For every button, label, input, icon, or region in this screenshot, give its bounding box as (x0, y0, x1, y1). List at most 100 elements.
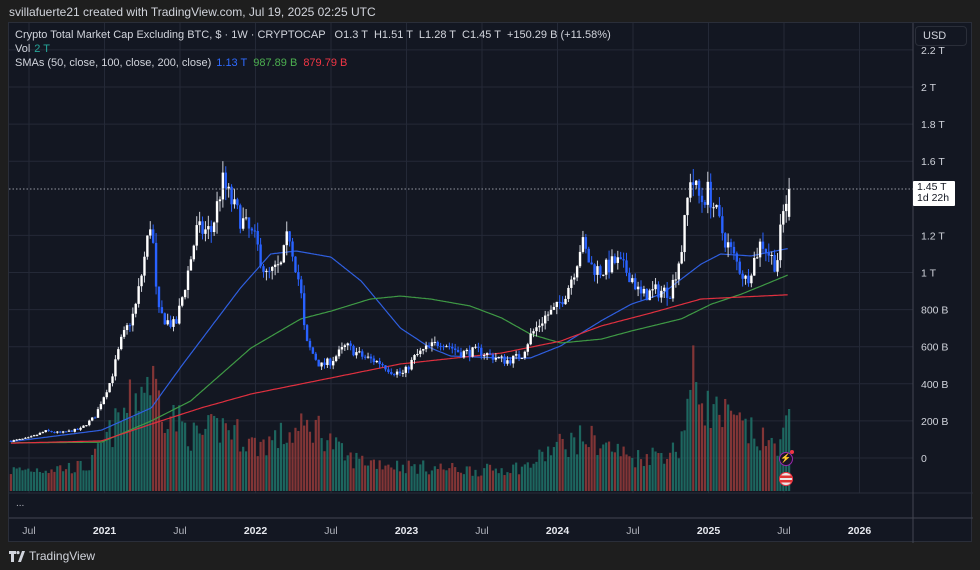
volume-bar (35, 468, 39, 491)
volume-bar (268, 436, 271, 491)
currency-button[interactable]: USD (915, 26, 967, 46)
volume-bar (488, 464, 492, 491)
candle-body (686, 197, 689, 216)
lightning-event-icon[interactable]: ⚡ (779, 452, 793, 466)
candle-body (631, 278, 634, 283)
volume-bar (532, 463, 535, 491)
candle-body (636, 286, 640, 290)
time-tick-label: Jul (22, 525, 35, 537)
candle-body (488, 353, 492, 355)
volume-bar (21, 470, 24, 491)
volume-bar (192, 422, 195, 491)
volume-bar (236, 419, 239, 491)
volume-bar (250, 437, 253, 491)
volume-bar (137, 410, 140, 491)
candle-body (32, 435, 36, 437)
candle-body (233, 199, 236, 205)
volume-bar (503, 475, 506, 491)
ohlc-low: L1.28 T (418, 29, 457, 41)
candle-body (506, 360, 509, 364)
candle-body (436, 341, 439, 347)
candle-body (433, 341, 437, 343)
candle-body (459, 352, 463, 358)
candle-body (709, 181, 712, 208)
volume-bar (758, 450, 762, 491)
candle-body (741, 273, 744, 279)
volume-bar (506, 472, 509, 491)
candle-body (407, 366, 410, 370)
candle-body (755, 257, 759, 259)
candle-body (166, 320, 169, 325)
volume-bar (265, 455, 268, 491)
chart-panel[interactable]: 2.2 T 2 T 1.8 T 1.6 T 1.2 T 1 T 800 B 600 B 400 … (8, 22, 973, 543)
volume-bar (512, 464, 515, 491)
candle-body (160, 307, 164, 314)
volume-bar (56, 466, 59, 491)
candle-body (619, 257, 622, 260)
volume-bar (105, 431, 108, 491)
candle-body (387, 369, 390, 373)
candle-body (578, 251, 582, 267)
candle-body (419, 350, 422, 354)
volume-bar (244, 451, 248, 491)
candle-body (241, 218, 245, 229)
candle-body (610, 256, 614, 273)
volume-bar (73, 472, 76, 491)
candle-body (105, 392, 108, 398)
candle-body (30, 436, 33, 438)
volume-bar (294, 427, 297, 491)
volume-bar (697, 404, 701, 491)
sma-label: SMAs (50, close, 100, close, 200, close) (15, 57, 212, 69)
time-tick-label: Jul (173, 525, 186, 537)
volume-bar (59, 465, 62, 491)
volume-bar (477, 476, 480, 491)
volume-bar (323, 451, 326, 491)
volume-bar (387, 464, 390, 491)
candle-body (361, 351, 364, 357)
candle-body (352, 345, 355, 356)
ohlc-change: +150.29 B (+11.58%) (506, 29, 611, 41)
volume-bar (242, 446, 245, 491)
candle-body (337, 349, 341, 357)
volume-bar (456, 471, 460, 491)
candle-body (718, 204, 721, 217)
candle-body (343, 345, 347, 348)
candle-body (732, 246, 736, 254)
ohlc-high: H1.51 T (373, 29, 413, 41)
volume-bar (407, 460, 410, 491)
more-indicators-button[interactable]: ... (16, 498, 25, 509)
candle-body (584, 237, 588, 249)
volume-bar (108, 420, 111, 491)
volume-bar (311, 442, 314, 491)
volume-bar (288, 432, 291, 491)
candle-body (599, 266, 602, 275)
price-tick-label: 2 T (921, 82, 937, 94)
candle-body (785, 203, 788, 212)
candle-body (85, 425, 88, 427)
us-flag-event-icon[interactable] (779, 472, 793, 486)
volume-bar (262, 439, 265, 491)
volume-bar (767, 440, 770, 491)
volume-bar (181, 421, 184, 491)
volume-bar (131, 417, 134, 491)
candle-body (93, 417, 97, 419)
volume-bar (123, 407, 126, 491)
candle-body (744, 275, 747, 279)
candle-body (657, 284, 660, 298)
candle-body (570, 279, 573, 288)
candle-body (99, 404, 103, 410)
candle-body (329, 358, 332, 366)
candle-body (198, 221, 201, 226)
volume-bar (82, 470, 85, 491)
candle-body (645, 288, 649, 301)
candle-body (694, 180, 698, 185)
volume-bar (93, 448, 97, 491)
volume-bar (166, 429, 169, 491)
sma200-line (10, 294, 788, 444)
candle-body (453, 348, 457, 350)
candle-body (262, 266, 265, 272)
candle-body (247, 217, 251, 229)
candle-body (477, 346, 480, 348)
price-chart[interactable]: 2.2 T 2 T 1.8 T 1.6 T 1.2 T 1 T 800 B 600 B 400 … (9, 23, 973, 543)
candle-body (288, 231, 291, 242)
